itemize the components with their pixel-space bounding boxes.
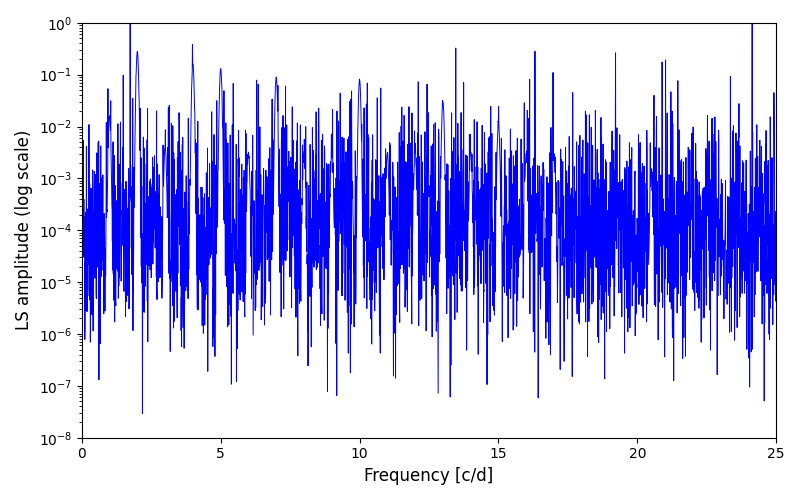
Y-axis label: LS amplitude (log scale): LS amplitude (log scale) (15, 130, 33, 330)
X-axis label: Frequency [c/d]: Frequency [c/d] (364, 467, 494, 485)
